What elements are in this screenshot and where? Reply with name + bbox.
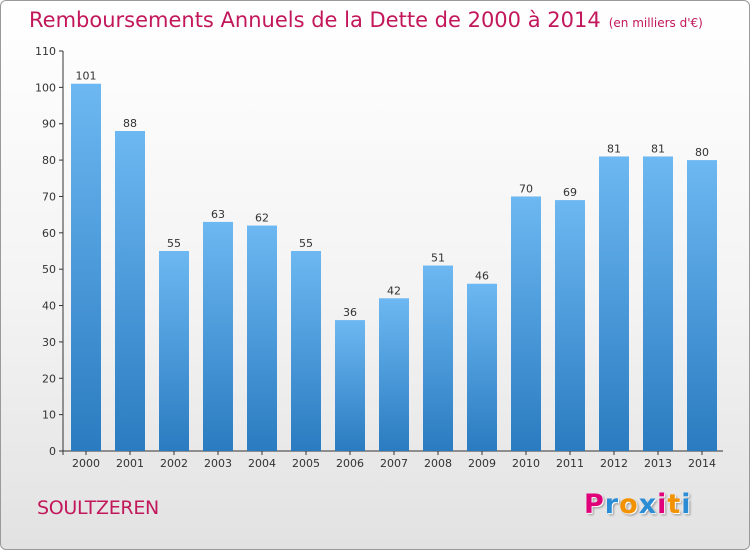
- value-label-2009: 46: [475, 270, 489, 283]
- value-label-2005: 55: [299, 237, 313, 250]
- x-tick-label: 2013: [644, 457, 672, 470]
- value-label-2007: 42: [387, 284, 401, 297]
- x-tick-label: 2001: [116, 457, 144, 470]
- value-label-2003: 63: [211, 208, 225, 221]
- x-tick-label: 2008: [424, 457, 452, 470]
- y-tick-label: 30: [42, 336, 56, 349]
- location-label: SOULTZEREN: [37, 497, 159, 519]
- value-label-2013: 81: [651, 142, 665, 155]
- proxiti-logo: Proxiti: [584, 489, 692, 520]
- logo-letter: i: [657, 489, 668, 520]
- logo-letter: P: [584, 489, 605, 520]
- bar-2000: [71, 83, 101, 452]
- bar-2003: [203, 221, 233, 451]
- x-tick-label: 2012: [600, 457, 628, 470]
- bar-2004: [247, 225, 277, 451]
- value-label-2000: 101: [76, 70, 97, 83]
- y-tick-label: 70: [42, 190, 56, 203]
- y-tick-label: 40: [42, 300, 56, 313]
- chart-title: Remboursements Annuels de la Dette de 20…: [29, 8, 703, 32]
- value-label-2014: 80: [695, 146, 709, 159]
- x-tick-label: 2000: [72, 457, 100, 470]
- title-text: Remboursements Annuels de la Dette de 20…: [29, 8, 601, 32]
- bar-2006: [335, 320, 365, 451]
- logo-letter: t: [667, 489, 682, 520]
- bar-2014: [687, 160, 717, 451]
- bar-2008: [423, 265, 453, 451]
- x-tick-label: 2003: [204, 457, 232, 470]
- x-tick-label: 2010: [512, 457, 540, 470]
- bar-2002: [159, 251, 189, 451]
- y-tick-label: 50: [42, 263, 56, 276]
- bar-2005: [291, 251, 321, 451]
- bar-2013: [643, 156, 673, 452]
- value-label-2001: 88: [123, 117, 137, 130]
- y-tick-label: 80: [42, 154, 56, 167]
- value-label-2004: 62: [255, 212, 269, 225]
- y-tick-label: 60: [42, 227, 56, 240]
- value-labels: 101 88 55 63 62 55 36 42 51 46 70 69 81 81 80: [76, 70, 710, 319]
- value-label-2006: 36: [343, 306, 357, 319]
- bars: [71, 83, 717, 452]
- x-tick-label: 2004: [248, 457, 276, 470]
- value-label-2002: 55: [167, 237, 181, 250]
- logo-letter: o: [619, 489, 639, 520]
- x-tick-label: 2009: [468, 457, 496, 470]
- bar-2010: [511, 196, 541, 451]
- y-tick-label: 100: [35, 81, 56, 94]
- bar-2007: [379, 298, 409, 451]
- x-tick-label: 2011: [556, 457, 584, 470]
- logo-letter: r: [604, 489, 620, 520]
- y-tick-label: 20: [42, 372, 56, 385]
- title-unit: (en milliers d'€): [608, 16, 703, 30]
- value-label-2011: 69: [563, 186, 577, 199]
- y-tick-label: 110: [35, 45, 56, 58]
- y-tick-label: 10: [42, 409, 56, 422]
- value-label-2010: 70: [519, 182, 533, 195]
- axes: 0 10 20 30 40 50 60 70 80 90 100 110 2000 2001 2002 200…: [35, 45, 723, 470]
- value-label-2012: 81: [607, 142, 621, 155]
- y-tick-label: 90: [42, 118, 56, 131]
- logo-letter: x: [638, 489, 658, 520]
- bar-2009: [467, 283, 497, 451]
- value-label-2008: 51: [431, 252, 445, 265]
- x-tick-label: 2007: [380, 457, 408, 470]
- x-tick-label: 2014: [688, 457, 716, 470]
- bar-2001: [115, 131, 145, 451]
- x-tick-label: 2002: [160, 457, 188, 470]
- y-tick-label: 0: [49, 445, 56, 458]
- logo-letter: i: [681, 489, 692, 520]
- x-tick-label: 2005: [292, 457, 320, 470]
- bar-2012: [599, 156, 629, 452]
- x-tick-label: 2006: [336, 457, 364, 470]
- bar-2011: [555, 200, 585, 451]
